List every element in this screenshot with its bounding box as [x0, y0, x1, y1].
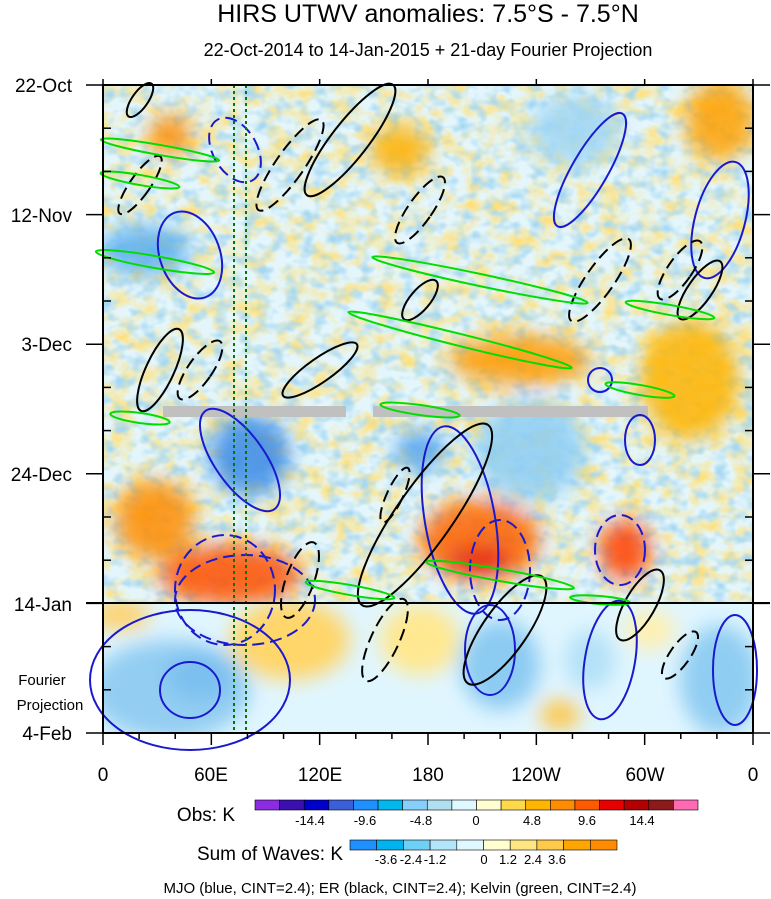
x-tick-label: 0: [98, 765, 109, 786]
y-tick-label: 22-Oct: [15, 76, 73, 97]
obs-colorbar-swatch: [377, 799, 403, 811]
obs-colorbar-tick: 4.8: [523, 813, 541, 828]
waves-colorbar-tick: -3.6: [375, 852, 397, 867]
obs-colorbar-tick: 0: [472, 813, 479, 828]
waves-colorbar: [349, 839, 618, 851]
projection-label: Fourier: [18, 672, 66, 689]
waves-colorbar-tick: 1.2: [499, 852, 517, 867]
obs-colorbar-swatch: [500, 799, 527, 811]
chart-subtitle: 22-Oct-2014 to 14-Jan-2015 + 21-day Four…: [204, 40, 653, 60]
obs-colorbar-tick: -4.8: [410, 813, 432, 828]
projection-label: Projection: [17, 697, 84, 714]
x-tick-label: 120E: [298, 765, 342, 786]
obs-colorbar-swatch: [279, 799, 305, 811]
axis-ticks: [86, 79, 770, 745]
x-tick-label: 120W: [511, 765, 561, 786]
obs-colorbar-tick: -14.4: [295, 813, 325, 828]
obs-colorbar-tick: -9.6: [354, 813, 376, 828]
contour-legend-footer: MJO (blue, CINT=2.4); ER (black, CINT=2.…: [163, 880, 636, 897]
missing-data-band: [163, 406, 648, 417]
waves-colorbar-tick: 0: [480, 852, 487, 867]
y-tick-label: 14-Jan: [14, 595, 72, 616]
obs-colorbar-label: Obs: K: [177, 805, 235, 826]
waves-colorbar-swatch: [483, 839, 511, 851]
waves-colorbar-swatch: [429, 839, 458, 851]
waves-colorbar-tick: 2.4: [524, 852, 542, 867]
obs-colorbar-swatch: [525, 799, 551, 811]
obs-colorbar-swatch: [303, 799, 330, 811]
obs-colorbar-swatch: [451, 799, 477, 811]
waves-colorbar-swatch: [456, 839, 484, 851]
obs-colorbar-swatch: [648, 799, 674, 811]
waves-colorbar-swatch: [349, 839, 378, 851]
obs-colorbar-swatch: [254, 799, 280, 811]
waves-colorbar-swatch: [376, 839, 404, 851]
y-axis-labels: 22-Oct 12-Nov 3-Dec 24-Dec 14-Jan 4-Feb …: [11, 76, 84, 745]
chart-title: HIRS UTWV anomalies: 7.5°S - 7.5°N: [217, 0, 639, 28]
obs-colorbar-swatch: [476, 799, 502, 811]
obs-colorbar-swatch: [402, 799, 428, 811]
obs-colorbar-swatch: [328, 799, 354, 811]
waves-colorbar-tick: -2.4: [400, 852, 422, 867]
x-tick-label: 60W: [625, 765, 664, 786]
waves-colorbar-tick: 3.6: [548, 852, 566, 867]
obs-colorbar-swatch: [426, 799, 453, 811]
y-tick-label: 24-Dec: [11, 465, 72, 486]
waves-colorbar-swatch: [563, 839, 591, 851]
obs-colorbar-swatch: [673, 799, 699, 811]
waves-colorbar-swatch: [509, 839, 538, 851]
y-tick-label: 12-Nov: [11, 206, 73, 227]
waves-colorbar-labels: -3.6 -2.4 -1.2 0 1.2 2.4 3.6: [375, 852, 566, 867]
obs-colorbar-swatch: [623, 799, 650, 811]
waves-colorbar-swatch: [536, 839, 564, 851]
kelvin-contours: [94, 137, 716, 606]
waves-colorbar-label: Sum of Waves: K: [197, 844, 343, 865]
y-tick-label: 4-Feb: [22, 724, 72, 745]
x-axis-labels: 0 60E 120E 180 120W 60W 0: [98, 765, 759, 786]
obs-colorbar-swatch: [599, 799, 625, 811]
obs-colorbar-tick: 9.6: [578, 813, 596, 828]
x-tick-label: 180: [412, 765, 444, 786]
obs-colorbar: [254, 799, 699, 811]
waves-colorbar-tick: -1.2: [424, 852, 446, 867]
mjo-contours: [89, 111, 758, 751]
obs-colorbar-labels: -14.4 -9.6 -4.8 0 4.8 9.6 14.4: [295, 813, 654, 828]
x-tick-label: 60E: [194, 765, 228, 786]
obs-colorbar-swatch: [574, 799, 600, 811]
x-tick-label: 0: [748, 765, 759, 786]
obs-colorbar-tick: 14.4: [629, 813, 654, 828]
reference-lines: [233, 85, 247, 733]
y-tick-label: 3-Dec: [21, 335, 72, 356]
projection-field: [103, 603, 753, 733]
obs-colorbar-swatch: [353, 799, 379, 811]
waves-colorbar-swatch: [403, 839, 431, 851]
waves-colorbar-swatch: [589, 839, 618, 851]
obs-colorbar-swatch: [550, 799, 576, 811]
observation-field: [103, 85, 753, 603]
